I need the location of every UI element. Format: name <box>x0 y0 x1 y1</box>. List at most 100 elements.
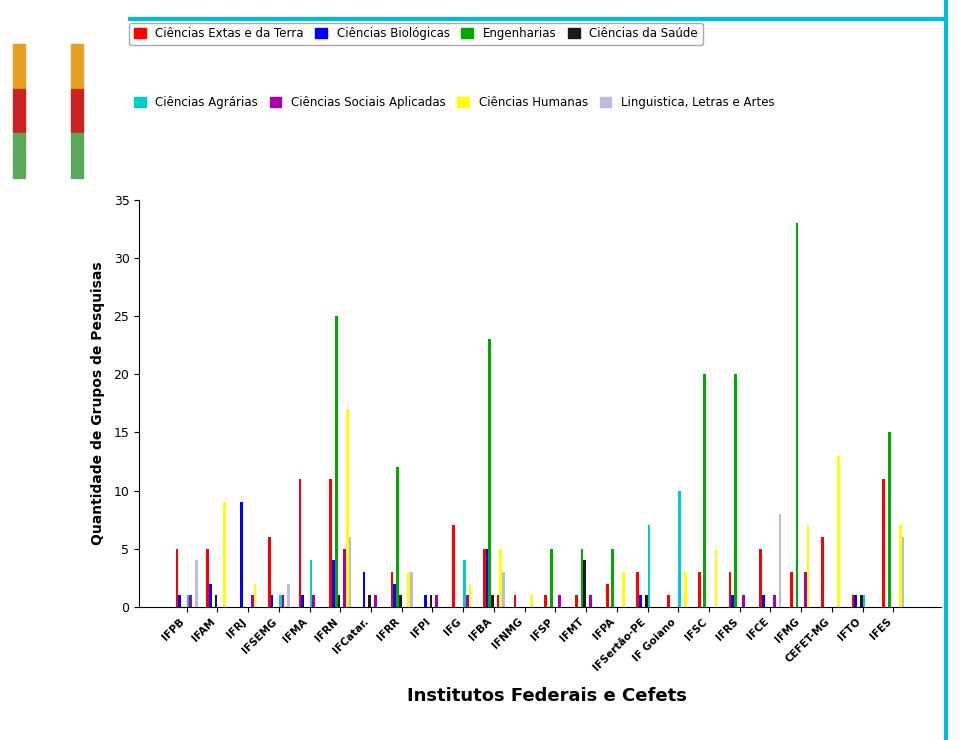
Legend: Ciências Agrárias, Ciências Sociais Aplicadas, Ciências Humanas, Linguistica, Le: Ciências Agrárias, Ciências Sociais Apli… <box>129 92 780 114</box>
Bar <box>622 572 625 607</box>
Bar <box>502 572 505 607</box>
Bar <box>348 537 351 607</box>
Bar <box>779 514 781 607</box>
Bar <box>499 548 502 607</box>
Bar <box>396 467 399 607</box>
Bar <box>804 572 806 607</box>
Bar <box>584 560 587 607</box>
Bar <box>645 595 648 607</box>
Bar <box>301 595 304 607</box>
Bar <box>189 595 192 607</box>
Bar <box>299 479 301 607</box>
Bar <box>463 560 466 607</box>
Bar <box>71 44 83 89</box>
Bar <box>854 595 857 607</box>
Bar <box>206 548 209 607</box>
Bar <box>636 572 639 607</box>
Bar <box>762 595 765 607</box>
Bar <box>732 595 734 607</box>
Bar <box>343 548 346 607</box>
Bar <box>240 502 243 607</box>
Bar <box>430 595 432 607</box>
Bar <box>704 374 707 607</box>
Bar <box>71 89 83 133</box>
Bar <box>489 340 492 607</box>
Bar <box>759 548 762 607</box>
Bar <box>882 479 885 607</box>
Bar <box>373 595 376 607</box>
Bar <box>363 572 366 607</box>
Bar <box>852 595 854 607</box>
Bar <box>581 548 584 607</box>
Bar <box>558 595 561 607</box>
Bar <box>346 409 348 607</box>
Bar <box>790 572 793 607</box>
Bar <box>13 89 25 133</box>
Text: Institutos Federais e Cefets: Institutos Federais e Cefets <box>407 687 687 704</box>
Bar <box>588 595 591 607</box>
Bar <box>468 584 471 607</box>
Bar <box>544 595 547 607</box>
Bar <box>639 595 642 607</box>
Bar <box>734 374 737 607</box>
Bar <box>466 595 468 607</box>
Bar <box>309 560 312 607</box>
Bar <box>888 432 891 607</box>
Bar <box>223 502 226 607</box>
Bar <box>176 548 179 607</box>
Bar <box>329 479 332 607</box>
Bar <box>215 595 217 607</box>
Bar <box>13 133 25 178</box>
Bar <box>281 595 284 607</box>
Bar <box>648 525 650 607</box>
Bar <box>899 525 901 607</box>
Bar <box>806 525 809 607</box>
Bar <box>335 316 338 607</box>
Bar <box>550 548 553 607</box>
Bar <box>407 572 410 607</box>
Bar <box>901 537 904 607</box>
Bar <box>391 572 394 607</box>
Bar <box>332 560 335 607</box>
Bar <box>369 595 371 607</box>
Bar <box>209 584 212 607</box>
Bar <box>338 595 340 607</box>
Bar <box>452 525 455 607</box>
Bar <box>514 595 516 607</box>
Bar <box>486 548 489 607</box>
Bar <box>729 572 732 607</box>
Bar <box>251 595 253 607</box>
Bar <box>863 595 865 607</box>
Bar <box>195 560 198 607</box>
Bar <box>13 44 25 89</box>
Bar <box>773 595 776 607</box>
Bar <box>714 548 717 607</box>
Bar <box>186 595 189 607</box>
Bar <box>278 595 281 607</box>
Bar <box>612 548 614 607</box>
Bar <box>410 572 413 607</box>
Bar <box>435 595 438 607</box>
Y-axis label: Quantidade de Grupos de Pesquisas: Quantidade de Grupos de Pesquisas <box>91 261 106 545</box>
Bar <box>796 223 799 607</box>
Bar <box>399 595 401 607</box>
Bar <box>492 595 493 607</box>
Bar <box>71 133 83 178</box>
Bar <box>606 584 609 607</box>
Bar <box>424 595 427 607</box>
Bar <box>837 456 840 607</box>
Bar <box>483 548 486 607</box>
Bar <box>667 595 670 607</box>
Bar <box>698 572 701 607</box>
Bar <box>287 584 290 607</box>
Bar <box>179 595 181 607</box>
Bar <box>268 537 271 607</box>
Bar <box>253 584 256 607</box>
Bar <box>679 491 681 607</box>
Bar <box>742 595 745 607</box>
Bar <box>684 572 686 607</box>
Bar <box>575 595 578 607</box>
Bar <box>821 537 824 607</box>
Bar <box>271 595 274 607</box>
Bar <box>860 595 863 607</box>
